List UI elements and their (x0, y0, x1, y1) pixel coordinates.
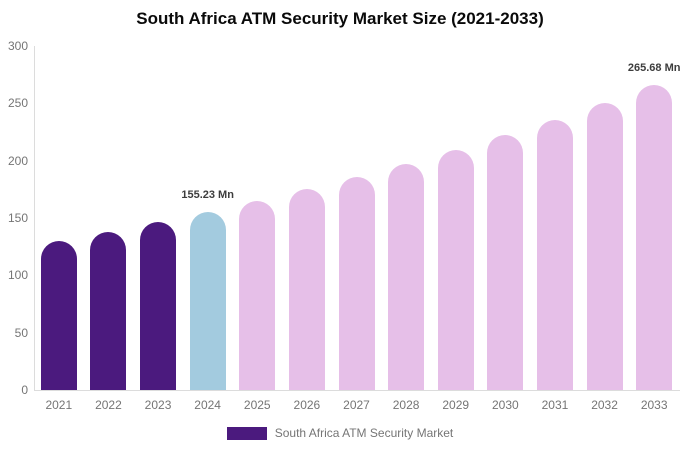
x-tick-label: 2025 (243, 398, 271, 412)
y-tick-label: 50 (14, 325, 28, 340)
y-tick-label: 200 (7, 153, 28, 168)
bar-2024[interactable] (189, 212, 226, 390)
legend[interactable]: South Africa ATM Security Market (0, 426, 680, 440)
bar-2031[interactable] (536, 119, 573, 390)
bar-2025[interactable] (239, 201, 276, 390)
x-tick-label: 2022 (95, 398, 122, 412)
plot-area (34, 46, 680, 391)
legend-label: South Africa ATM Security Market (274, 426, 454, 440)
bar-2021[interactable] (40, 241, 77, 390)
bar-2023[interactable] (140, 222, 177, 390)
x-tick-label: 2031 (541, 398, 569, 412)
bar-2022[interactable] (90, 231, 127, 390)
bar-2032[interactable] (586, 103, 623, 390)
bar-annotation-2024: 155.23 Mn (181, 189, 234, 201)
x-tick-label: 2027 (343, 398, 370, 412)
legend-swatch (226, 426, 267, 440)
bar-2033[interactable] (636, 85, 673, 390)
bar-2030[interactable] (487, 135, 524, 390)
y-tick-label: 0 (21, 383, 28, 397)
x-tick-label: 2029 (442, 398, 470, 412)
x-tick-label: 2028 (392, 398, 420, 412)
y-tick-label: 250 (7, 96, 28, 111)
x-tick-label: 2033 (640, 398, 668, 412)
chart-title: South Africa ATM Security Market Size (2… (136, 9, 544, 28)
x-tick-label: 2026 (293, 398, 321, 412)
bar-2027[interactable] (338, 177, 375, 390)
x-tick-label: 2021 (45, 398, 73, 412)
y-tick-label: 150 (7, 211, 28, 225)
bar-2028[interactable] (388, 163, 425, 390)
y-tick-label: 300 (7, 39, 28, 53)
x-tick-label: 2023 (144, 398, 172, 412)
bar-annotation-2033: 265.68 Mn (627, 62, 680, 75)
x-tick-label: 2032 (591, 398, 618, 412)
bar-2026[interactable] (288, 189, 325, 390)
y-tick-label: 100 (7, 268, 28, 283)
bar-2029[interactable] (437, 150, 474, 390)
x-tick-label: 2030 (491, 398, 519, 412)
x-tick-label: 2024 (194, 398, 221, 412)
